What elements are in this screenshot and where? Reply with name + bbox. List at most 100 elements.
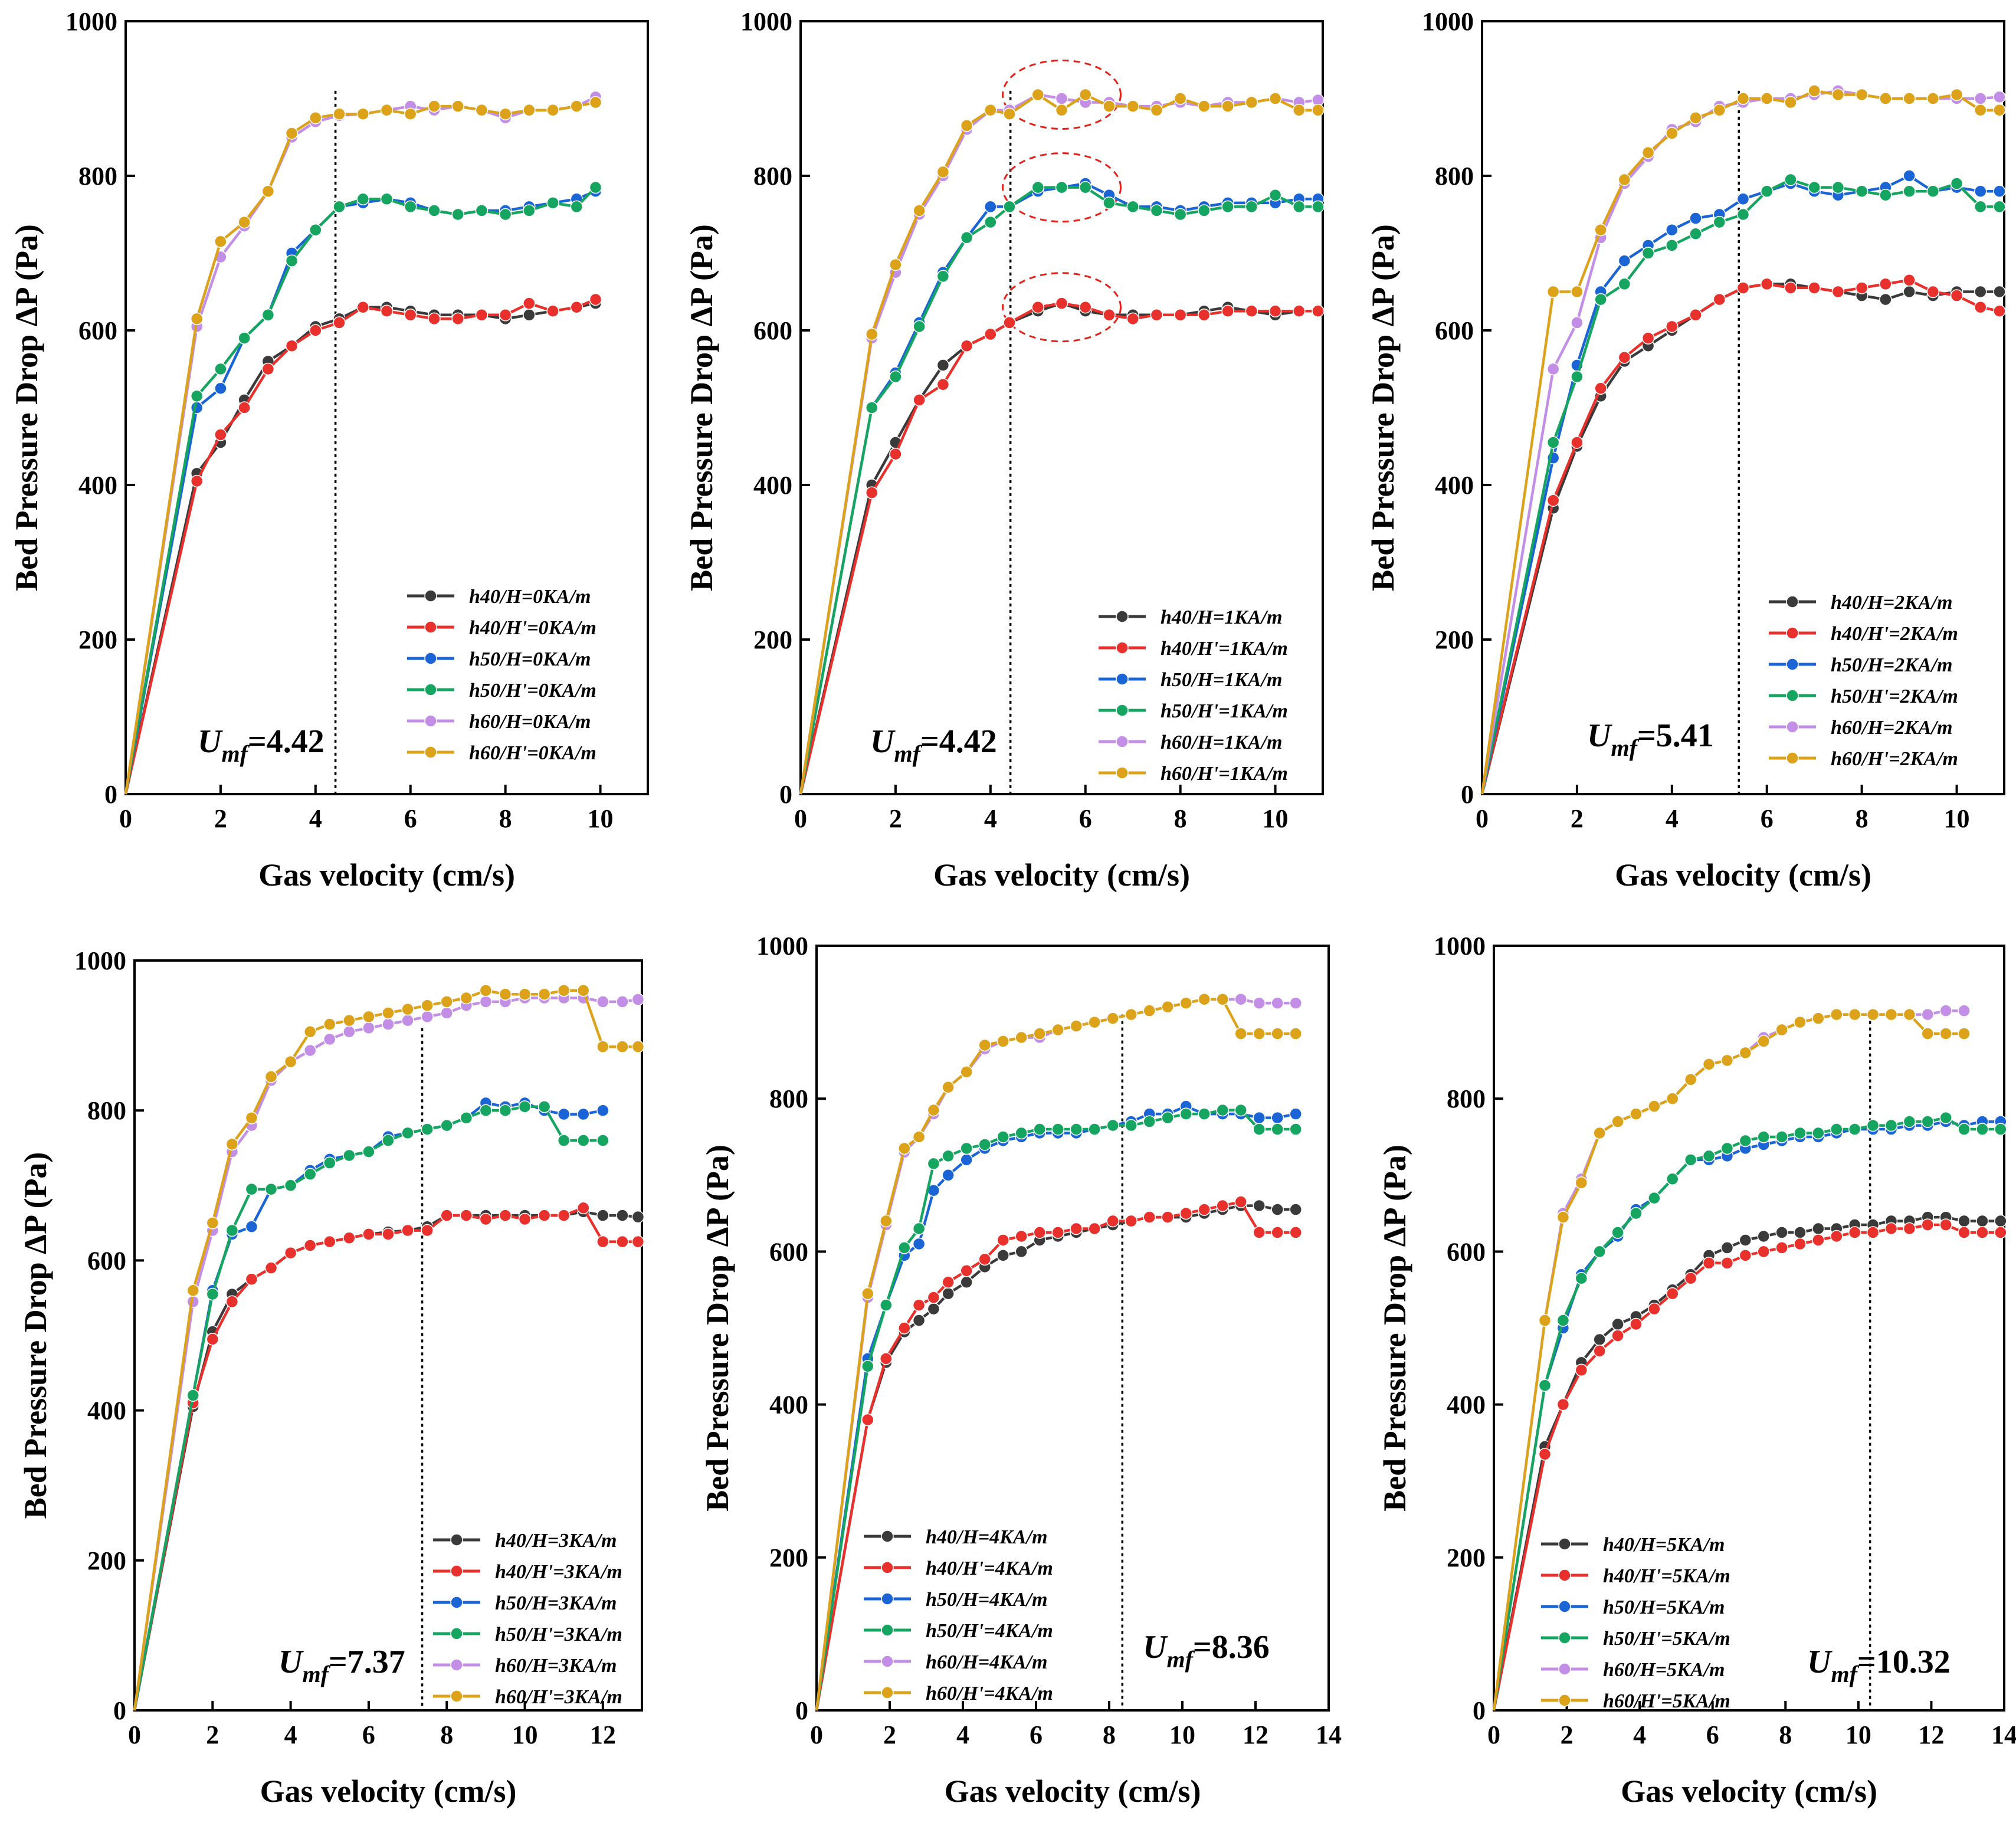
data-point	[1848, 1008, 1861, 1021]
y-tick-label: 200	[1435, 625, 1474, 654]
data-point	[1648, 1302, 1661, 1316]
data-point	[1689, 309, 1702, 322]
data-point	[362, 1145, 375, 1158]
data-point	[913, 320, 926, 333]
y-tick-label: 400	[1435, 471, 1474, 500]
x-tick-label: 6	[362, 1720, 375, 1749]
data-point	[1812, 1126, 1825, 1140]
legend-label: h40/H'=4KA/m	[926, 1558, 1053, 1579]
data-point	[1015, 1245, 1028, 1258]
data-point	[421, 1010, 434, 1024]
legend-marker	[1558, 1569, 1571, 1582]
data-point	[960, 119, 973, 132]
data-point	[978, 1253, 991, 1266]
chart-panel-bottom-middle: 0 2 4 6 8 10 12 14 0 200 400 600 800 1000 Gas velocity…	[700, 932, 1342, 1809]
data-point	[428, 204, 441, 217]
data-point	[214, 382, 227, 395]
data-point	[960, 1153, 973, 1166]
data-point	[1993, 285, 2006, 299]
data-point	[214, 428, 227, 441]
legend-marker	[1558, 1694, 1571, 1707]
data-point	[225, 1224, 239, 1237]
data-point	[1611, 1226, 1624, 1239]
data-point	[1720, 1241, 1734, 1254]
data-point	[1161, 1000, 1174, 1014]
legend-label: h50/H'=4KA/m	[926, 1620, 1053, 1642]
data-point	[1055, 297, 1068, 310]
x-tick-label: 4	[984, 804, 997, 833]
data-point	[537, 988, 551, 1001]
data-point	[1903, 1008, 1916, 1021]
data-point	[936, 165, 950, 179]
data-point	[1198, 992, 1211, 1006]
data-point	[616, 1209, 629, 1222]
data-point	[960, 1264, 973, 1277]
data-point	[1088, 1123, 1101, 1136]
data-point	[1618, 351, 1631, 364]
legend-label: h40/H=4KA/m	[926, 1526, 1047, 1548]
y-axis-title: Bed Pressure Drop ΔP (Pa)	[1377, 1145, 1412, 1512]
data-point	[1775, 1226, 1788, 1239]
data-point	[1689, 112, 1702, 124]
peak-highlight-ellipse	[1002, 59, 1122, 130]
data-point	[1245, 304, 1258, 317]
data-point	[451, 208, 464, 221]
data-point	[1713, 293, 1726, 306]
data-point	[1784, 173, 1797, 186]
legend-label: h50/H'=2KA/m	[1831, 686, 1958, 707]
legend-marker	[450, 1690, 463, 1703]
data-point	[245, 1273, 258, 1286]
data-point	[1015, 1031, 1028, 1044]
data-point	[1143, 1004, 1156, 1017]
data-point	[1103, 309, 1116, 322]
data-point	[1812, 1012, 1825, 1025]
legend: h40/H=3KA/m h40/H'=3KA/m h50/H=3KA/m h50/H'…	[433, 1530, 622, 1708]
data-point	[1594, 223, 1607, 237]
data-point	[1126, 312, 1139, 326]
data-point	[1289, 1226, 1302, 1239]
x-tick-label: 8	[440, 1720, 453, 1749]
series-h60/H'=3KA/m	[133, 984, 645, 1711]
data-point	[214, 362, 227, 376]
data-point	[936, 270, 950, 283]
data-point	[1666, 1092, 1679, 1105]
x-tick-label: 0	[1487, 1720, 1500, 1749]
x-tick-label: 4	[1633, 1720, 1646, 1749]
data-point	[499, 1104, 512, 1117]
legend-marker	[881, 1686, 894, 1699]
data-point	[1993, 90, 2006, 104]
x-tick-label: 14	[1991, 1720, 2016, 1749]
data-point	[323, 1235, 336, 1248]
plot-frame	[1481, 20, 2005, 795]
data-point	[1216, 992, 1229, 1006]
legend: h40/H=5KA/m h40/H'=5KA/m h50/H=5KA/m h50/H'…	[1541, 1534, 1730, 1712]
x-tick-label: 8	[1174, 804, 1187, 833]
data-point	[1739, 1249, 1752, 1262]
umf-label: Umf=8.36	[1143, 1629, 1270, 1673]
data-point	[1221, 200, 1234, 214]
data-point	[889, 447, 902, 461]
y-tick-label: 200	[78, 625, 117, 654]
legend-marker	[450, 1565, 463, 1578]
data-point	[1879, 293, 1892, 306]
data-point	[1618, 277, 1631, 291]
data-point	[1031, 300, 1045, 314]
y-tick-label: 200	[769, 1543, 808, 1572]
data-point	[927, 1291, 940, 1304]
data-point	[499, 1209, 512, 1222]
data-point	[451, 100, 464, 113]
legend-marker	[450, 1596, 463, 1609]
legend-marker	[1116, 735, 1129, 748]
data-point	[1293, 103, 1306, 117]
x-tick-label: 8	[1779, 1720, 1792, 1749]
data-point	[1903, 274, 1916, 287]
data-point	[303, 1239, 317, 1252]
data-point	[1641, 332, 1655, 345]
plot-frame	[124, 20, 649, 795]
x-axis-title: Gas velocity (cm/s)	[945, 1773, 1201, 1809]
data-point	[206, 1333, 219, 1346]
data-point	[479, 984, 493, 997]
legend-label: h50/H=4KA/m	[926, 1589, 1047, 1611]
legend-label: h50/H=0KA/m	[469, 648, 591, 670]
x-tick-label: 6	[1079, 804, 1092, 833]
